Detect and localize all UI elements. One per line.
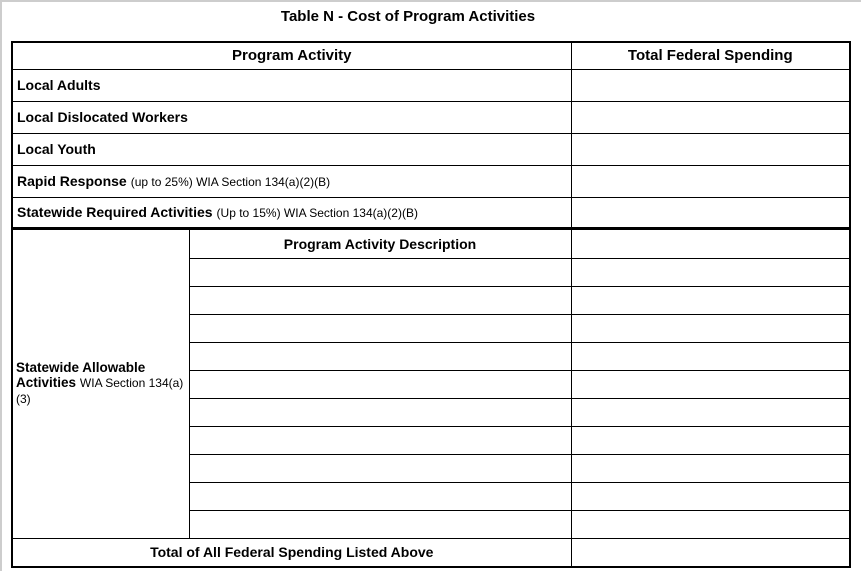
description-cell[interactable] bbox=[188, 397, 572, 427]
description-row bbox=[12, 313, 851, 343]
federal-spending-cell[interactable] bbox=[570, 509, 851, 539]
table-row-local-dislocated-workers: Local Dislocated Workers bbox=[11, 100, 851, 134]
row-label-cell: Statewide Required Activities (Up to 15%)… bbox=[11, 196, 572, 229]
statewide-allowable-header-row: Statewide Allowable Activities WIA Secti… bbox=[11, 226, 851, 539]
row-label-cell: Local Adults bbox=[11, 68, 572, 102]
federal-spending-cell[interactable] bbox=[570, 196, 851, 229]
description-cell[interactable] bbox=[188, 369, 572, 399]
row-note: (up to 25%) WIA Section 134(a)(2)(B) bbox=[130, 175, 331, 189]
row-label-cell: Rapid Response (up to 25%) WIA Section 13… bbox=[11, 164, 572, 198]
federal-spending-cell[interactable] bbox=[570, 226, 851, 259]
statewide-allowable-label: Statewide Allowable Activities bbox=[16, 360, 146, 390]
table-row-local-adults: Local Adults bbox=[11, 68, 851, 102]
description-cell[interactable] bbox=[188, 313, 572, 343]
federal-spending-cell[interactable] bbox=[570, 397, 851, 427]
description-row bbox=[12, 481, 851, 511]
table-row-statewide-required: Statewide Required Activities (Up to 15%)… bbox=[11, 196, 851, 229]
description-cell[interactable] bbox=[188, 509, 572, 539]
description-cell[interactable] bbox=[188, 341, 572, 371]
federal-spending-cell[interactable] bbox=[570, 425, 851, 455]
federal-spending-cell[interactable] bbox=[570, 341, 851, 371]
program-activity-description-header: Program Activity Description bbox=[188, 226, 572, 259]
description-row bbox=[12, 257, 851, 287]
description-row bbox=[12, 425, 851, 455]
description-cell[interactable] bbox=[188, 257, 572, 287]
row-note: (Up to 15%) WIA Section 134(a)(2)(B) bbox=[216, 206, 418, 220]
total-federal-spending-header: Total Federal Spending bbox=[570, 41, 851, 70]
federal-spending-cell[interactable] bbox=[570, 313, 851, 343]
table-header-row: Program Activity Total Federal Spending bbox=[11, 41, 851, 70]
federal-spending-cell[interactable] bbox=[570, 132, 851, 166]
federal-spending-cell[interactable] bbox=[570, 285, 851, 315]
total-label-cell: Total of All Federal Spending Listed Abo… bbox=[11, 537, 572, 568]
row-label: Local Adults bbox=[17, 77, 101, 93]
description-cell[interactable] bbox=[188, 481, 572, 511]
description-row bbox=[12, 369, 851, 399]
description-cell[interactable] bbox=[188, 453, 572, 483]
federal-spending-cell[interactable] bbox=[570, 481, 851, 511]
total-row: Total of All Federal Spending Listed Abo… bbox=[11, 537, 851, 568]
description-row bbox=[12, 397, 851, 427]
row-label-cell: Local Dislocated Workers bbox=[11, 100, 572, 134]
total-federal-spending-cell[interactable] bbox=[570, 537, 851, 568]
description-row bbox=[12, 453, 851, 483]
federal-spending-cell[interactable] bbox=[570, 257, 851, 287]
federal-spending-cell[interactable] bbox=[570, 369, 851, 399]
table-row-local-youth: Local Youth bbox=[11, 132, 851, 166]
description-row bbox=[12, 341, 851, 371]
row-label: Rapid Response bbox=[17, 173, 127, 189]
cost-of-program-activities-table: Program Activity Total Federal Spending … bbox=[11, 41, 852, 568]
page-title: Table N - Cost of Program Activities bbox=[280, 8, 536, 25]
program-activity-header: Program Activity bbox=[11, 41, 572, 70]
federal-spending-cell[interactable] bbox=[570, 68, 851, 102]
federal-spending-cell[interactable] bbox=[570, 100, 851, 134]
federal-spending-cell[interactable] bbox=[570, 453, 851, 483]
row-label-cell: Local Youth bbox=[11, 132, 572, 166]
statewide-allowable-label-cell: Statewide Allowable Activities WIA Secti… bbox=[11, 226, 190, 539]
table-row-rapid-response: Rapid Response (up to 25%) WIA Section 13… bbox=[11, 164, 851, 198]
row-label: Local Dislocated Workers bbox=[17, 109, 188, 125]
description-cell[interactable] bbox=[188, 425, 572, 455]
row-label: Statewide Required Activities bbox=[17, 204, 213, 220]
description-cell[interactable] bbox=[188, 285, 572, 315]
statewide-allowable-note: WIA Section 134(a)(3) bbox=[16, 376, 184, 406]
description-row bbox=[12, 509, 851, 539]
row-label: Local Youth bbox=[17, 141, 96, 157]
federal-spending-cell[interactable] bbox=[570, 164, 851, 198]
description-row bbox=[12, 285, 851, 315]
